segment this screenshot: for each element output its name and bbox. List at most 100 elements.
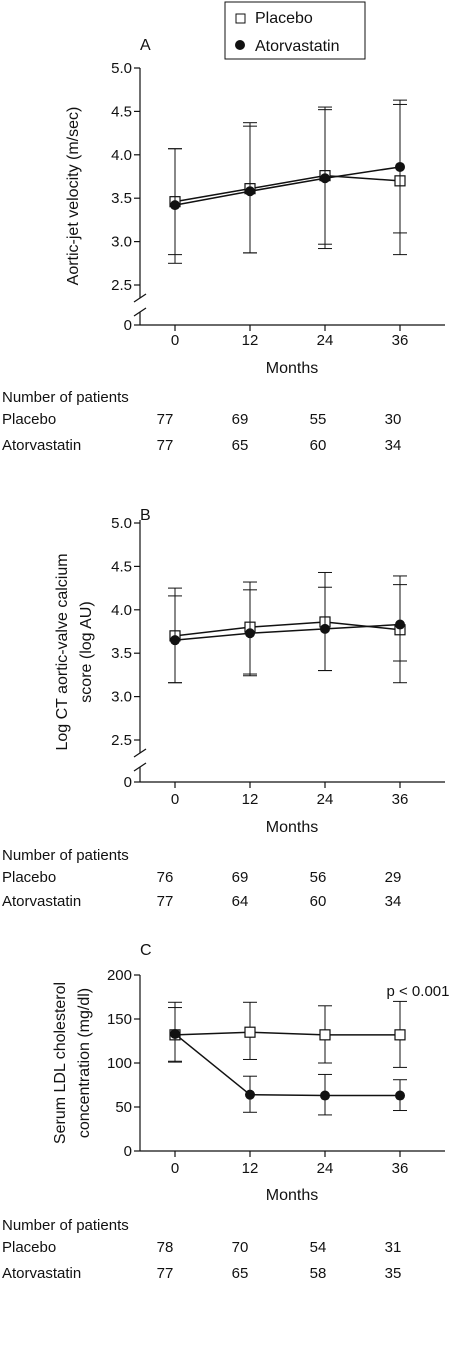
x-tick-label: 0: [171, 332, 179, 349]
series-line: [174, 190, 251, 206]
axis-break-mark: [133, 748, 147, 758]
data-point-square: [394, 1029, 406, 1041]
y-axis-title: Aortic-jet velocity (m/sec): [65, 107, 82, 286]
y-tick-label: 2.5: [111, 732, 132, 749]
patients-count: 56: [310, 869, 327, 886]
y-tick-label: 0: [124, 317, 132, 334]
series-line: [324, 623, 401, 630]
patients-count: 54: [310, 1239, 327, 1256]
patients-row-label: Atorvastatin: [2, 1265, 81, 1282]
x-axis-title: Months: [266, 1187, 318, 1204]
panel-label: C: [140, 942, 152, 959]
data-point-circle: [320, 1090, 330, 1101]
patients-count: 55: [310, 411, 327, 428]
data-point-circle: [395, 1090, 405, 1101]
x-tick-label: 12: [242, 791, 259, 808]
legend-placebo-label: Placebo: [255, 10, 313, 27]
x-tick-label: 24: [317, 332, 334, 349]
patients-count: 77: [157, 411, 174, 428]
patients-count: 30: [385, 411, 402, 428]
series-line: [249, 621, 326, 628]
y-tick-label: 4.0: [111, 602, 132, 619]
legend-placebo-marker: [235, 13, 246, 24]
y-axis-title: concentration (mg/dl): [76, 988, 93, 1138]
series-line: [174, 187, 251, 203]
x-axis-title: Months: [266, 819, 318, 836]
data-point-circle: [395, 619, 405, 630]
patients-count: 35: [385, 1265, 402, 1282]
y-tick-label: 0: [124, 1143, 132, 1160]
series-atorvastatin: [168, 103, 407, 264]
patients-row-label: Placebo: [2, 869, 56, 886]
data-point-circle: [245, 1089, 255, 1100]
patients-row-label: Placebo: [2, 411, 56, 428]
y-tick-label: 0: [124, 774, 132, 791]
y-tick-label: 3.0: [111, 689, 132, 706]
data-point-square: [319, 1029, 331, 1041]
patients-row-label: Atorvastatin: [2, 893, 81, 910]
chart-panel-a: A 2.5 3.0 3.5 4.0 4.5 5.0 0 0 12 24 36 Months Aortic-…: [2, 37, 445, 454]
patients-count: 69: [232, 411, 249, 428]
patients-heading: Number of patients: [2, 1217, 129, 1234]
series-line: [324, 166, 401, 179]
y-tick-label: 200: [107, 967, 132, 984]
y-axis-title: Serum LDL cholesterol: [52, 982, 69, 1144]
patients-count: 65: [232, 1265, 249, 1282]
patients-count: 34: [385, 893, 402, 910]
patients-count: 77: [157, 893, 174, 910]
data-point-circle: [170, 635, 180, 646]
series-line: [249, 174, 326, 190]
x-tick-label: 24: [317, 791, 334, 808]
series-line: [249, 1093, 326, 1097]
series-placebo: [168, 99, 407, 256]
patients-count: 29: [385, 869, 402, 886]
patients-table: Number of patients Placebo 76 69 56 29 Atorvas…: [2, 847, 401, 910]
y-axis-title: Log CT aortic-valve calcium: [54, 553, 71, 750]
axis-break-mark: [133, 762, 147, 772]
data-point-circle: [170, 1028, 180, 1039]
patients-count: 34: [385, 437, 402, 454]
y-tick-label: 5.0: [111, 515, 132, 532]
axis-break-mark: [133, 293, 147, 303]
x-tick-label: 36: [392, 332, 409, 349]
patients-count: 64: [232, 893, 249, 910]
x-tick-label: 0: [171, 1160, 179, 1177]
y-tick-label: 4.0: [111, 147, 132, 164]
patients-count: 78: [157, 1239, 174, 1256]
x-tick-label: 36: [392, 1160, 409, 1177]
y-tick-label: 150: [107, 1011, 132, 1028]
y-tick-label: 5.0: [111, 60, 132, 77]
series-line: [174, 1033, 251, 1096]
panel-label: A: [140, 37, 151, 54]
series-atorvastatin: [168, 584, 407, 684]
y-tick-label: 100: [107, 1055, 132, 1072]
patients-count: 69: [232, 869, 249, 886]
data-point-circle: [320, 173, 330, 184]
y-tick-label: 50: [115, 1099, 132, 1116]
patients-count: 58: [310, 1265, 327, 1282]
x-tick-label: 36: [392, 791, 409, 808]
x-tick-label: 12: [242, 332, 259, 349]
series-line: [249, 1031, 326, 1036]
p-value-annotation: p < 0.001: [387, 983, 450, 1000]
x-tick-label: 12: [242, 1160, 259, 1177]
legend-atorvastatin-marker: [235, 40, 245, 50]
series-line: [174, 626, 251, 637]
panel-label: B: [140, 507, 151, 524]
series-line: [249, 628, 326, 634]
data-point-circle: [245, 186, 255, 197]
legend-atorvastatin-label: Atorvastatin: [255, 38, 339, 55]
y-axis-title: score (log AU): [78, 601, 95, 702]
chart-panel-b: B 2.5 3.0 3.5 4.0 4.5 5.0 0 0 12 24 36 Months Log CT …: [2, 507, 445, 910]
y-tick-label: 3.5: [111, 190, 132, 207]
patients-count: 70: [232, 1239, 249, 1256]
patients-count: 65: [232, 437, 249, 454]
patients-row-label: Atorvastatin: [2, 437, 81, 454]
y-tick-label: 3.0: [111, 234, 132, 251]
x-tick-label: 0: [171, 791, 179, 808]
patients-count: 31: [385, 1239, 402, 1256]
axis-break-mark: [133, 307, 147, 317]
patients-table: Number of patients Placebo 78 70 54 31 Atorvas…: [2, 1217, 401, 1282]
patients-count: 77: [157, 1265, 174, 1282]
